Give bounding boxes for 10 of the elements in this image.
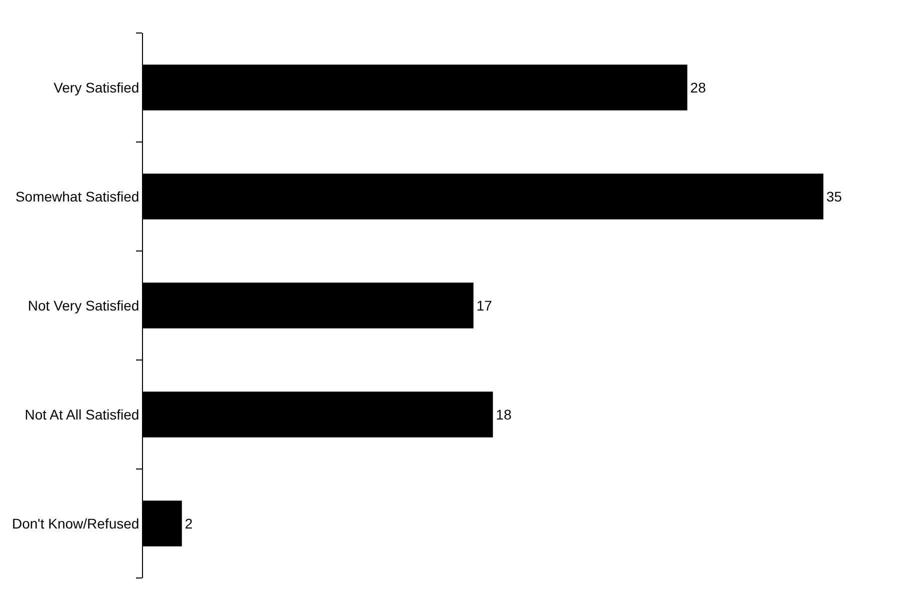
y-tick-label: Somewhat Satisfied xyxy=(15,188,140,204)
y-tick-label: Very Satisfied xyxy=(54,79,140,96)
y-tick-label: Not Very Satisfied xyxy=(28,297,140,314)
y-tick-label: Don't Know/Refused xyxy=(12,515,140,532)
data-label: 17 xyxy=(476,298,492,314)
data-label: 35 xyxy=(826,188,842,204)
y-tick-label: Not At All Satisfied xyxy=(24,406,140,422)
data-label: 2 xyxy=(184,516,193,532)
data-label: 28 xyxy=(690,80,706,96)
data-label: 18 xyxy=(496,406,512,422)
